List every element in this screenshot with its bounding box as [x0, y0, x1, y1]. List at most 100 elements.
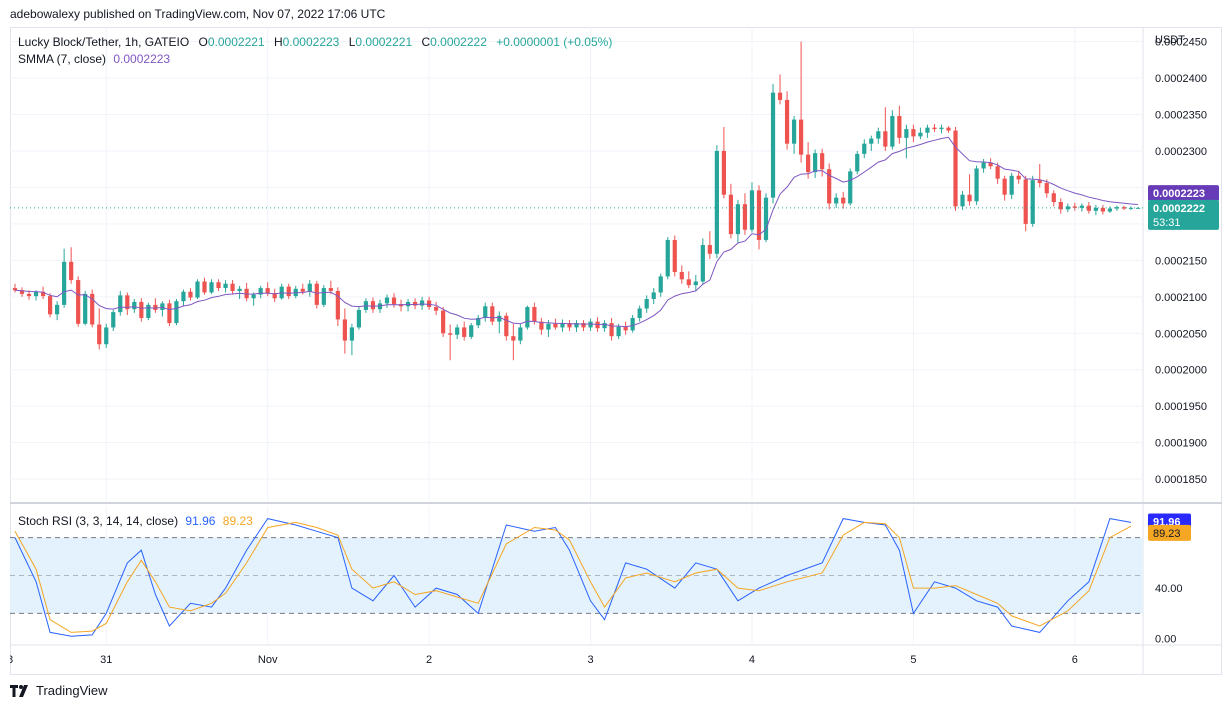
candle-body: [1114, 207, 1120, 209]
candle-body: [728, 194, 734, 235]
smma-legend: SMMA (7, close) 0.0002223: [18, 52, 170, 66]
candle-body: [90, 293, 95, 325]
candle-body: [623, 326, 628, 331]
candle-body: [146, 304, 151, 318]
candle-body: [111, 312, 116, 328]
candle-body: [518, 327, 523, 341]
candle-body: [370, 301, 376, 310]
time-tick-label: 5: [910, 654, 916, 666]
candle-body: [749, 190, 755, 230]
candle-body: [384, 297, 390, 304]
candle-body: [62, 261, 67, 305]
candle-body: [1009, 175, 1014, 195]
stoch-d-value: 89.23: [222, 514, 253, 528]
candle-body: [125, 295, 130, 310]
stoch-band: [10, 537, 1143, 614]
candles: [12, 41, 1141, 361]
candle-body: [1051, 193, 1056, 203]
candle-body: [798, 119, 804, 155]
candle-body: [335, 290, 340, 320]
change-value: +0.0000001 (+0.05%): [496, 35, 613, 49]
candle-body: [700, 245, 705, 282]
candle-body: [476, 317, 481, 326]
stoch-axis: 40.00 0.00: [1155, 583, 1183, 646]
candle-body: [630, 317, 635, 331]
candle-body: [869, 138, 874, 144]
stoch-tick-label: 0.00: [1155, 634, 1176, 646]
candle-body: [251, 294, 256, 299]
ohlc-legend: Lucky Block/Tether, 1h, GATEIO O0.000222…: [18, 35, 612, 49]
candle-body: [932, 127, 937, 130]
low-label: L: [348, 35, 356, 49]
price-tick-label: 0.0002000: [1155, 365, 1207, 377]
candle-body: [230, 283, 235, 291]
stoch-d-badge-label: 89.23: [1153, 528, 1181, 540]
time-tick-label: 31: [100, 654, 112, 666]
smma-value: 0.0002223: [113, 52, 171, 66]
candle-body: [791, 119, 797, 144]
high-value: 0.0002223: [282, 35, 340, 49]
candle-body: [946, 127, 951, 131]
candle-body: [195, 281, 200, 298]
candle-body: [118, 295, 123, 313]
stoch-k-value: 91.96: [185, 514, 216, 528]
candle-body: [342, 319, 347, 341]
candle-body: [1030, 180, 1035, 224]
candle-body: [988, 162, 993, 167]
price-tick-label: 0.0002450: [1155, 37, 1207, 49]
candle-body: [258, 288, 263, 295]
candle-body: [693, 281, 698, 286]
candle-body: [1100, 207, 1106, 212]
candle-body: [356, 309, 362, 328]
chart-canvas[interactable]: 0.0002450 0.0002400 0.0002350 0.0002300 0.00…: [10, 27, 1222, 675]
candle-body: [83, 293, 88, 324]
candle-body: [265, 288, 270, 294]
candle-body: [153, 304, 158, 310]
candle-body: [462, 327, 467, 337]
stoch-label: Stoch RSI (3, 3, 14, 14, close): [18, 514, 179, 528]
candle-body: [714, 150, 719, 254]
currency-label: USDT: [1155, 34, 1185, 46]
candle-body: [644, 299, 649, 309]
candle-body: [1002, 178, 1007, 195]
chart-border: [10, 27, 1222, 675]
candle-body: [434, 307, 439, 311]
candle-body: [307, 283, 312, 292]
chart-frame: 0.0002450 0.0002400 0.0002350 0.0002300 0.00…: [10, 27, 1222, 675]
candle-body: [104, 327, 109, 345]
low-value: 0.0002221: [355, 35, 413, 49]
candle-body: [742, 204, 748, 230]
candle-body: [806, 154, 811, 173]
candle-body: [707, 245, 712, 254]
candle-body: [995, 166, 1000, 179]
candle-body: [497, 315, 502, 322]
candle-body: [483, 306, 488, 318]
candle-body: [609, 323, 614, 337]
stoch-legend: Stoch RSI (3, 3, 14, 14, close) 91.96 89…: [18, 514, 253, 528]
candle-body: [1037, 180, 1042, 184]
candle-body: [616, 326, 621, 337]
candle-body: [1121, 207, 1127, 209]
candle-body: [76, 280, 81, 324]
candle-body: [490, 306, 495, 322]
candle-body: [567, 323, 572, 328]
candle-body: [160, 303, 165, 310]
candle-body: [539, 321, 544, 330]
tradingview-footer[interactable]: TradingView: [10, 683, 108, 698]
candle-body: [960, 194, 965, 207]
candle-body: [560, 323, 565, 328]
candle-body: [321, 288, 326, 305]
candle-body: [55, 304, 60, 315]
candle-body: [848, 171, 853, 204]
candle-body: [918, 132, 923, 137]
smma-line: [14, 136, 1139, 328]
stoch-d-badge: [1148, 524, 1191, 541]
candle-body: [862, 143, 867, 154]
candle-body: [441, 310, 446, 334]
candle-body: [890, 115, 895, 147]
candle-body: [679, 272, 684, 280]
open-value: 0.0002221: [207, 35, 265, 49]
candle-body: [33, 291, 39, 297]
candle-body: [1044, 183, 1049, 194]
time-tick-label: 6: [1072, 654, 1078, 666]
